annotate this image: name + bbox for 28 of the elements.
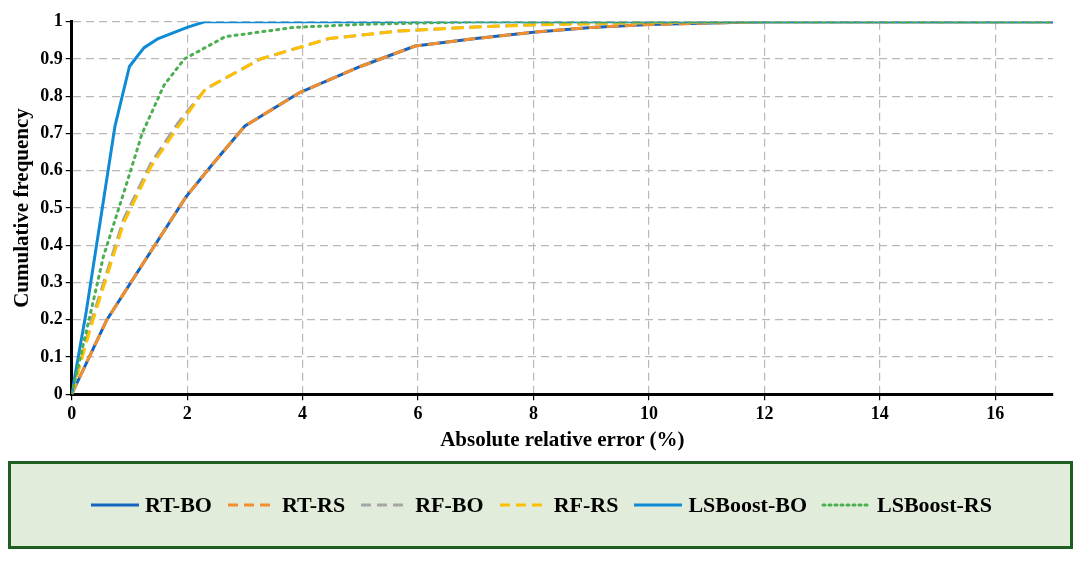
y-tick-label: 0.7 xyxy=(40,122,63,143)
y-tick-label: 0.6 xyxy=(40,159,63,180)
x-tick-label: 2 xyxy=(182,402,192,423)
x-tick-label: 4 xyxy=(298,402,308,423)
y-tick-label: 0.9 xyxy=(40,47,63,68)
y-tick-label: 0.2 xyxy=(40,308,63,329)
x-tick-label: 8 xyxy=(528,402,538,423)
x-tick-label: 10 xyxy=(639,402,658,423)
x-tick-label: 16 xyxy=(986,402,1005,423)
legend-label: LSBoost-BO xyxy=(688,492,807,518)
legend-label: RT-RS xyxy=(281,492,346,518)
x-tick-label: 14 xyxy=(870,402,889,423)
y-tick-label: 0.5 xyxy=(40,196,63,217)
x-tick-label: 0 xyxy=(67,402,77,423)
legend-label: LSBoost-RS xyxy=(877,492,992,518)
y-tick-label: 0 xyxy=(53,382,63,403)
x-tick-label: 6 xyxy=(413,402,423,423)
legend-label: RF-BO xyxy=(415,492,484,518)
y-axis-title: Cumulative frequency xyxy=(9,107,34,308)
legend-label: RT-BO xyxy=(145,492,212,518)
y-tick-label: 0.8 xyxy=(40,84,63,105)
y-tick-label: 0.1 xyxy=(40,345,63,366)
legend-label: RF-RS xyxy=(553,492,619,518)
x-axis-title: Absolute relative error (%) xyxy=(440,426,685,451)
x-tick-label: 12 xyxy=(755,402,774,423)
y-tick-label: 0.3 xyxy=(40,271,63,292)
y-tick-label: 0.4 xyxy=(40,233,63,254)
y-tick-label: 1 xyxy=(53,10,63,31)
